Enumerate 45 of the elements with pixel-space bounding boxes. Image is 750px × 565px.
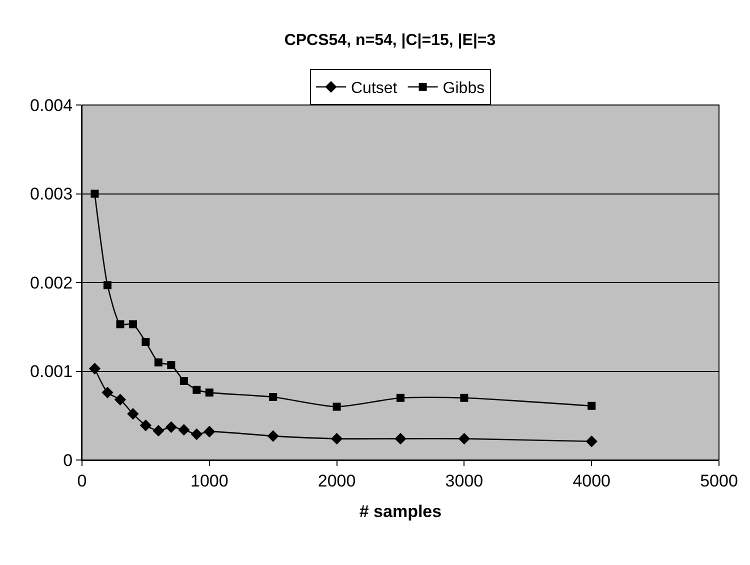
y-tick-label: 0.003 [30, 184, 73, 204]
point [269, 392, 278, 401]
point [190, 428, 203, 440]
y-tick-label: 0.002 [30, 273, 73, 292]
point [114, 394, 126, 406]
legend-label: Gibbs [442, 80, 485, 98]
x-tick-label: 0 [77, 471, 87, 490]
point [152, 424, 164, 437]
point [142, 338, 150, 346]
point [192, 386, 201, 394]
legend-label: Cutset [351, 80, 398, 98]
x-tick-label: 5000 [700, 471, 738, 490]
point [332, 402, 341, 411]
chart-title: CPCS54, n=54, |C|=15, |E|=3 [284, 32, 496, 50]
point [128, 320, 137, 328]
x-axis-title: # samples [359, 502, 442, 521]
x-tick-label: 4000 [572, 471, 611, 490]
point [205, 388, 214, 397]
point [180, 377, 188, 386]
point [204, 426, 216, 438]
point [588, 402, 596, 410]
point [90, 190, 99, 198]
point [103, 281, 112, 290]
point [586, 436, 598, 448]
point [178, 424, 190, 436]
x-tick-label: 2000 [318, 471, 356, 490]
y-tick-label: 0 [63, 450, 73, 470]
point [140, 420, 152, 432]
point [394, 432, 406, 445]
point [458, 432, 470, 445]
point [116, 320, 124, 328]
point [167, 361, 176, 370]
x-tick-label: 1000 [190, 471, 228, 490]
point [127, 408, 139, 420]
point [102, 386, 114, 398]
point [165, 421, 178, 434]
point [396, 394, 404, 402]
y-tick-label: 0.004 [30, 96, 73, 115]
x-tick-label: 3000 [445, 471, 484, 490]
point [330, 432, 343, 445]
y-tick-label: 0.001 [30, 362, 73, 382]
point [154, 358, 162, 366]
point [88, 362, 101, 374]
point [460, 394, 468, 402]
point [267, 430, 279, 442]
